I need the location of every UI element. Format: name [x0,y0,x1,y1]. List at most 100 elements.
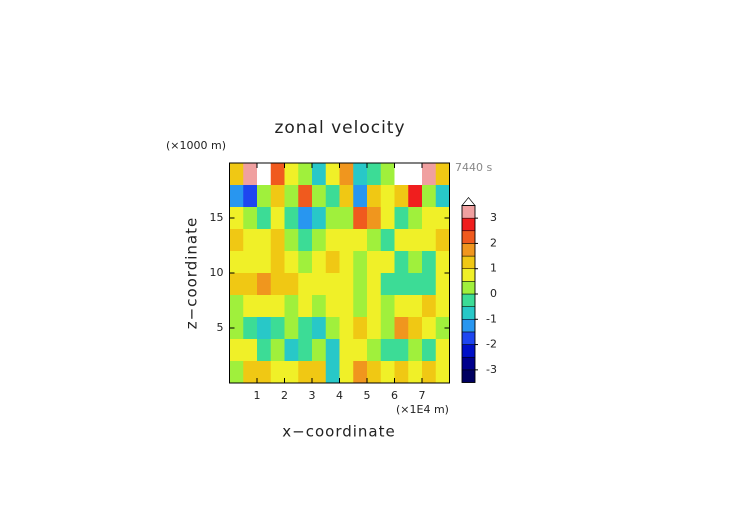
contour-cell [408,163,423,186]
contour-cell [229,317,244,340]
contour-cell [408,317,423,340]
colorbar-swatch [461,369,476,383]
contour-cell [435,251,450,274]
contour-cell [298,361,313,384]
contour-cell [339,339,354,362]
contour-cell [353,339,368,362]
contour-cell [325,185,340,208]
contour-cell [312,295,327,318]
contour-cell [325,361,340,384]
contour-cell [312,163,327,186]
x-tick-label: 2 [281,389,288,402]
contour-cell [257,317,272,340]
contour-cell [325,207,340,230]
x-unit: (×1E4 m) [396,403,449,416]
colorbar-swatch [461,281,476,295]
contour-cell [312,273,327,296]
contour-cell [339,361,354,384]
contour-cell [422,273,437,296]
contour-cell [298,251,313,274]
contour-cell [367,317,382,340]
contour-cell [270,163,285,186]
contour-cell [394,185,409,208]
contour-cell [367,339,382,362]
contour-cell [422,229,437,252]
contour-cell [229,295,244,318]
contour-cell [243,163,258,186]
contour-cell [257,273,272,296]
contour-cell [353,207,368,230]
contour-cell [325,273,340,296]
x-tick-label: 4 [336,389,343,402]
colorbar-swatch [461,205,476,219]
colorbar-tick-label: -2 [486,338,497,351]
contour-cell [298,207,313,230]
colorbar-swatch [461,356,476,371]
contour-cell [380,163,395,186]
contour-cell [243,339,258,362]
contour-cell [380,339,395,362]
contour-cell [435,317,450,340]
contour-cell [284,229,299,252]
contour-cell [298,295,313,318]
contour-cell [312,339,327,362]
contour-cell [325,295,340,318]
contour-cell [243,185,258,208]
contour-cell [408,251,423,274]
contour-cell [284,251,299,274]
contour-cell [408,273,423,296]
colorbar-swatch [461,331,476,345]
contour-cell [367,207,382,230]
contour-cell [270,317,285,340]
colorbar-swatch [461,255,476,269]
contour-cell [257,339,272,362]
colorbar-swatch [461,306,476,320]
x-tick-label: 1 [254,389,261,402]
contour-cell [422,163,437,186]
contour-cell [408,295,423,318]
contour-cell [353,295,368,318]
contour-cell [380,295,395,318]
contour-cell [394,207,409,230]
contour-cell [284,361,299,384]
y-axis-label: z−coordinate [183,217,201,329]
contour-cell [435,295,450,318]
contour-cell [270,295,285,318]
contour-cell [257,163,272,186]
x-axis-label: x−coordinate [282,423,395,441]
contour-cell [435,273,450,296]
contour-cell [353,361,368,384]
contour-cell [435,339,450,362]
contour-cell [408,361,423,384]
contour-cell [257,295,272,318]
contour-cell [435,229,450,252]
contour-cell [367,361,382,384]
contour-cell [367,185,382,208]
contour-cell [257,185,272,208]
colorbar-tick-label: -1 [486,312,497,325]
contour-cell [325,317,340,340]
contour-cell [380,273,395,296]
contour-cell [284,185,299,208]
contour-cell [284,317,299,340]
contour-cell [339,229,354,252]
contour-cell [367,295,382,318]
contour-cell [243,317,258,340]
contour-cell [435,361,450,384]
contour-cell [380,207,395,230]
contour-cell [257,251,272,274]
contour-cell [408,185,423,208]
contour-cell [435,207,450,230]
contour-cell [367,251,382,274]
contour-cell [243,229,258,252]
contour-cell [298,339,313,362]
x-tick-label: 7 [419,389,426,402]
contour-cell [298,185,313,208]
contour-cell [394,163,409,186]
contour-cell [270,273,285,296]
contour-cell [257,361,272,384]
contour-cell [422,317,437,340]
contour-cell [380,185,395,208]
contour-cell [422,295,437,318]
